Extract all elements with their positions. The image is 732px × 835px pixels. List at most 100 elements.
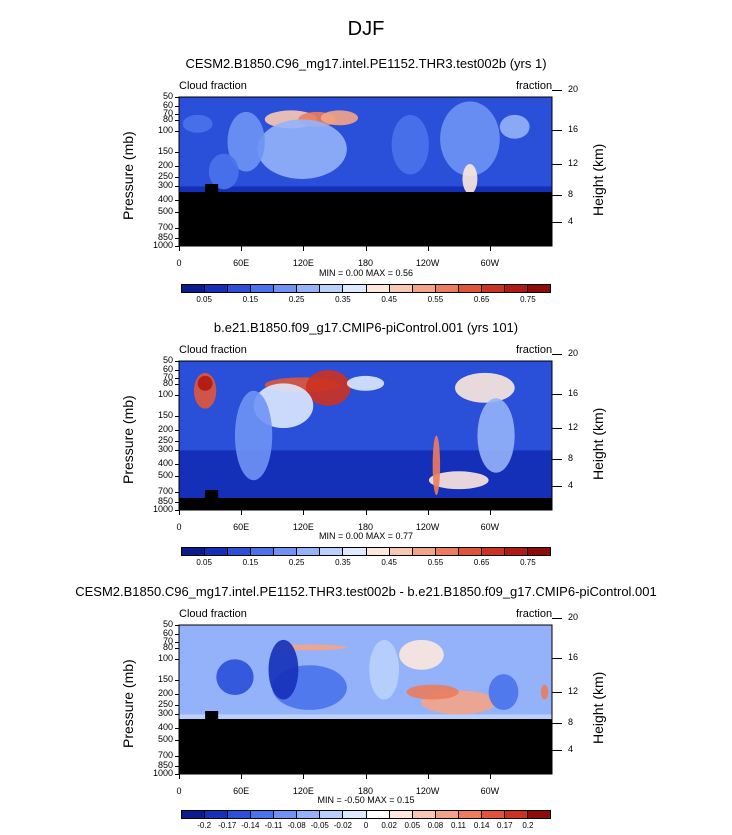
pressure-tick-label: 250 (157, 699, 173, 710)
height-tick-label: 8 (568, 716, 574, 727)
pressure-tick-mark (175, 475, 179, 477)
longitude-tick-label: 0 (176, 522, 182, 532)
colorbar-level-label: 0.45 (381, 295, 397, 304)
pressure-tick-label: 700 (157, 750, 173, 761)
colorbar-level-label: 0.25 (288, 558, 305, 567)
longitude-tick-label: 0 (176, 258, 182, 268)
colorbar-level-label: 0.02 (381, 821, 397, 830)
pressure-tick-mark (175, 120, 179, 122)
colorbar-swatch (251, 548, 275, 555)
colorbar-swatch (435, 285, 459, 292)
colorbar-swatch (389, 548, 413, 555)
field-contour-region (462, 164, 478, 194)
pressure-tick-mark (175, 714, 179, 716)
pressure-tick-label: 200 (157, 423, 173, 434)
pressure-tick-mark (175, 429, 179, 431)
longitude-tick-mark (303, 510, 305, 515)
pressure-tick-label: 70 (162, 107, 173, 118)
colorbar-swatch (389, 811, 413, 818)
height-tick-label: 16 (568, 651, 579, 662)
pressure-tick-label: 70 (162, 371, 173, 382)
height-tick-mark (552, 194, 562, 196)
pressure-tick-label: 70 (162, 635, 173, 646)
height-tick-mark (552, 692, 562, 694)
longitude-tick-label: 180 (357, 258, 374, 268)
colorbar-level-label: -0.14 (241, 821, 260, 830)
colorbar-swatch (481, 811, 505, 818)
colorbar-level-label: 0.35 (335, 295, 351, 304)
longitude-tick-label: 180 (357, 786, 374, 796)
colorbar-level-label: 0.65 (473, 295, 490, 304)
colorbar-swatch (435, 811, 459, 818)
field-contour-region (320, 110, 359, 126)
land-mask (179, 498, 552, 510)
pressure-tick-label: 400 (157, 458, 173, 469)
pressure-tick-label: 50 (162, 355, 173, 365)
land-mask (179, 192, 552, 246)
colorbar-swatch (366, 548, 390, 555)
pressure-tick-label: 700 (157, 222, 173, 233)
cloud-fraction-label: Cloud fraction (179, 344, 247, 356)
field-contour-region (227, 111, 265, 172)
pressure-tick-label: 150 (157, 409, 173, 420)
field-contour-region (499, 114, 530, 139)
colorbar-level-label: -0.2 (197, 821, 212, 830)
height-tick-mark (552, 164, 562, 166)
pressure-tick-label: 250 (157, 171, 173, 182)
cloud-fraction-label: Cloud fraction (179, 608, 247, 620)
land-mask-peak (205, 490, 219, 498)
pressure-tick-mark (175, 648, 179, 650)
colorbar-level-label: 0.35 (335, 558, 351, 567)
field-contour-region (440, 101, 500, 176)
colorbar-swatch (182, 285, 206, 292)
pressure-tick-mark (175, 228, 179, 230)
height-tick-label: 20 (568, 83, 579, 94)
height-tick-mark (552, 428, 562, 430)
longitude-tick-label: 120E (292, 522, 314, 532)
colorbar-swatch (527, 811, 550, 818)
longitude-tick-mark (427, 246, 429, 251)
pressure-tick-mark (175, 693, 179, 695)
pressure-tick-label: 60 (162, 100, 173, 111)
longitude-tick-label: 120W (415, 522, 440, 532)
pressure-tick-mark (175, 625, 179, 626)
longitude-tick-label: 60E (233, 786, 250, 796)
figure-title: DJF (347, 18, 385, 40)
pressure-tick-mark (175, 510, 179, 511)
colorbar-level-label: 0.11 (451, 821, 466, 830)
pressure-tick-label: 850 (157, 231, 173, 242)
colorbar (181, 284, 551, 293)
field-contour-region (540, 684, 549, 700)
field-contour-region (477, 398, 515, 473)
height-tick-label: 4 (568, 743, 574, 754)
pressure-tick-mark (175, 415, 179, 417)
colorbar-swatch (297, 811, 321, 818)
pressure-tick-mark (175, 384, 179, 386)
colorbar-level-label: -0.02 (333, 821, 352, 830)
field-contour-region (399, 639, 444, 670)
pressure-tick-label: 100 (157, 653, 173, 664)
pressure-tick-label: 150 (157, 145, 173, 156)
pressure-tick-label: 50 (162, 91, 173, 101)
field-contour-region (455, 372, 515, 403)
pressure-axis-label: Pressure (mb) (120, 130, 136, 220)
height-tick-mark (552, 393, 562, 395)
pressure-tick-label: 300 (157, 444, 173, 455)
colorbar-swatch (205, 548, 229, 555)
height-tick-mark (552, 89, 562, 91)
longitude-tick-mark (241, 246, 243, 251)
pressure-tick-mark (175, 641, 179, 643)
colorbar-swatch (527, 548, 550, 555)
field-contour-region (391, 114, 429, 175)
field-contour-region (208, 153, 239, 190)
height-tick-label: 8 (568, 188, 574, 199)
colorbar-swatch (228, 548, 252, 555)
pressure-tick-mark (175, 659, 179, 661)
colorbar-level-label: -0.05 (310, 821, 329, 830)
longitude-tick-mark (365, 774, 367, 779)
height-tick-mark (552, 617, 562, 619)
min-max-label: MIN = -0.50 MAX = 0.15 (317, 795, 415, 805)
units-label: fraction (516, 344, 553, 356)
contour-plot (178, 360, 553, 511)
pressure-tick-label: 150 (157, 673, 173, 684)
